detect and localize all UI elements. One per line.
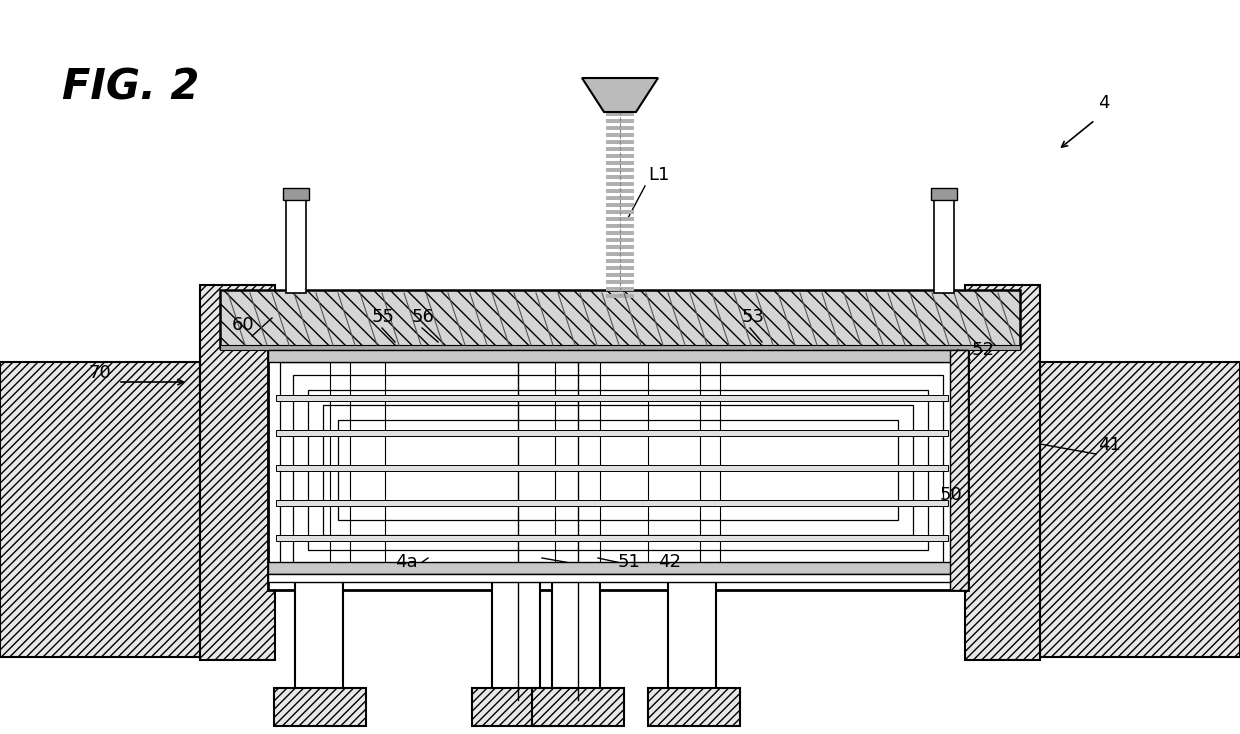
Bar <box>219 345 1021 350</box>
Bar <box>606 217 634 221</box>
Bar <box>606 189 634 193</box>
Bar <box>0 362 200 657</box>
Bar <box>606 182 634 186</box>
Bar <box>606 252 634 256</box>
Text: 4a: 4a <box>396 553 418 571</box>
Bar <box>277 535 949 541</box>
Bar <box>277 500 949 506</box>
Bar <box>950 350 968 590</box>
Bar <box>268 562 968 574</box>
Bar <box>606 266 634 270</box>
Bar <box>606 287 634 291</box>
Text: 4: 4 <box>1097 94 1110 112</box>
Bar <box>931 188 957 200</box>
Bar <box>293 375 942 565</box>
Bar <box>277 465 949 471</box>
Bar <box>552 582 600 700</box>
Bar <box>274 688 366 726</box>
Bar <box>606 224 634 228</box>
Bar <box>606 210 634 214</box>
Bar <box>492 582 539 700</box>
Bar <box>649 688 740 726</box>
Bar <box>606 280 634 284</box>
Bar <box>606 140 634 144</box>
Text: FIG. 2: FIG. 2 <box>62 67 200 109</box>
Text: 51: 51 <box>618 553 641 571</box>
Bar <box>295 582 343 700</box>
Polygon shape <box>582 78 658 112</box>
Bar <box>606 154 634 158</box>
Bar <box>668 582 715 700</box>
Bar <box>472 688 564 726</box>
Bar <box>322 405 913 535</box>
Text: 55: 55 <box>372 308 396 326</box>
Bar <box>606 147 634 151</box>
Text: 56: 56 <box>412 308 435 326</box>
Bar <box>219 290 1021 348</box>
Bar <box>606 294 634 298</box>
Text: 60: 60 <box>232 316 254 334</box>
Text: 42: 42 <box>658 553 681 571</box>
Bar <box>606 231 634 235</box>
Bar <box>277 430 949 436</box>
Bar <box>606 196 634 200</box>
Bar <box>606 112 634 116</box>
Bar <box>965 285 1040 660</box>
Bar <box>277 395 949 401</box>
Bar <box>934 196 954 293</box>
Bar <box>606 126 634 130</box>
Bar <box>268 574 968 582</box>
Bar <box>606 133 634 137</box>
Text: 41: 41 <box>1097 436 1121 454</box>
Bar <box>1040 362 1240 657</box>
Bar <box>606 161 634 165</box>
Bar <box>200 285 275 660</box>
Bar <box>606 259 634 263</box>
Text: 52: 52 <box>972 341 994 359</box>
Bar <box>606 273 634 277</box>
Bar <box>606 168 634 172</box>
Bar <box>606 175 634 179</box>
Bar <box>532 688 624 726</box>
Text: L1: L1 <box>649 166 670 184</box>
Bar <box>606 245 634 249</box>
Bar <box>283 188 309 200</box>
Text: 70: 70 <box>88 364 110 382</box>
Bar <box>606 105 634 109</box>
Bar <box>268 350 968 362</box>
Bar <box>268 350 968 590</box>
Bar <box>339 420 898 520</box>
Bar <box>606 119 634 123</box>
Bar <box>308 390 928 550</box>
Bar <box>606 238 634 242</box>
Bar <box>280 362 956 578</box>
Text: 50: 50 <box>940 486 962 504</box>
Text: 53: 53 <box>742 308 765 326</box>
Bar <box>606 203 634 207</box>
Bar <box>286 196 306 293</box>
